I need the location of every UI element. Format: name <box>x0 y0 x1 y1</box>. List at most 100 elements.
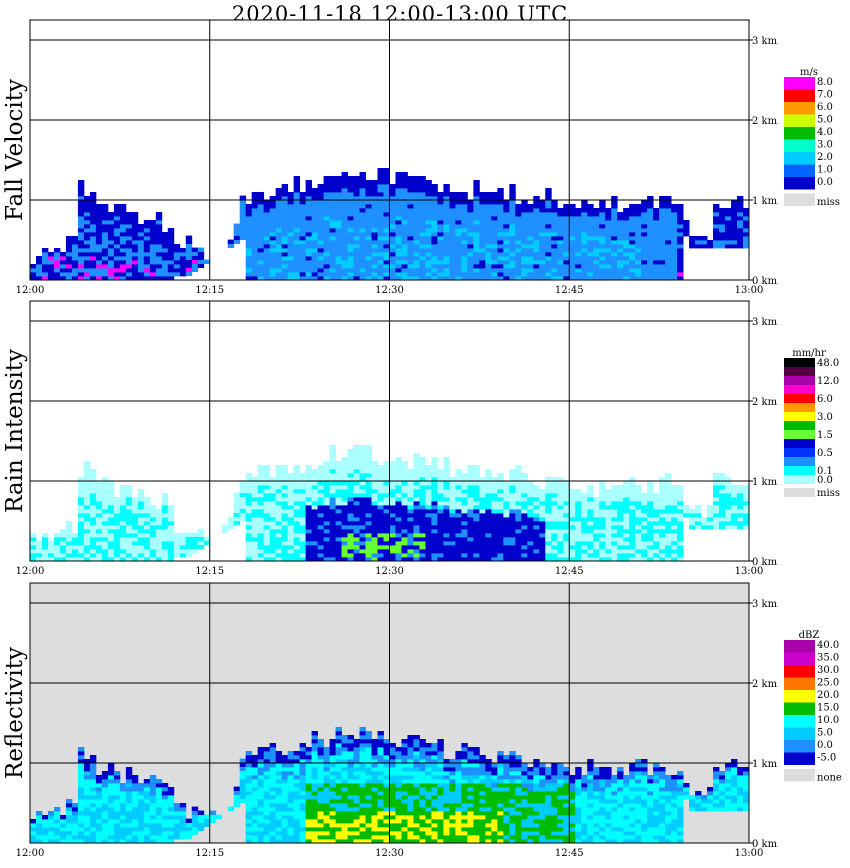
echo-cell <box>41 533 49 538</box>
echo-cell <box>455 549 462 554</box>
echo-cell <box>239 790 247 795</box>
echo-cell <box>593 529 600 534</box>
echo-cell <box>341 260 348 265</box>
echo-cell <box>275 791 283 796</box>
echo-cell <box>353 256 360 261</box>
echo-cell <box>551 248 558 253</box>
echo-cell <box>179 553 187 558</box>
echo-cell <box>239 195 247 200</box>
echo-cell <box>323 461 330 466</box>
echo-cell <box>233 520 241 525</box>
echo-cell <box>305 799 313 804</box>
echo-cell <box>257 759 265 764</box>
echo-cell <box>563 248 570 253</box>
echo-cell <box>509 276 516 281</box>
echo-cell <box>479 208 486 213</box>
echo-cell <box>191 822 199 827</box>
echo-cell <box>131 537 139 542</box>
echo-cell <box>641 220 648 225</box>
echo-cell <box>731 489 738 494</box>
echo-cell <box>653 525 660 530</box>
echo-cell <box>269 839 277 844</box>
echo-cell <box>389 196 396 201</box>
echo-cell <box>443 212 450 217</box>
echo-cell <box>467 473 474 478</box>
echo-cell <box>509 533 516 538</box>
echo-cell <box>77 751 85 756</box>
echo-cell <box>425 481 432 486</box>
echo-cell <box>497 272 504 277</box>
echo-cell <box>575 220 582 225</box>
echo-cell <box>287 505 295 510</box>
echo-cell <box>737 521 744 526</box>
echo-cell <box>119 264 127 269</box>
echo-cell <box>443 477 450 482</box>
echo-cell <box>299 557 307 562</box>
echo-cell <box>725 485 732 490</box>
echo-cell <box>89 783 97 788</box>
echo-cell <box>161 835 169 840</box>
echo-cell <box>467 557 474 562</box>
echo-cell <box>575 212 582 217</box>
echo-cell <box>341 557 348 562</box>
echo-cell <box>455 537 462 542</box>
echo-cell <box>665 485 672 490</box>
echo-cell <box>509 196 516 201</box>
echo-cell <box>641 272 648 277</box>
echo-cell <box>413 521 420 526</box>
echo-cell <box>449 553 456 558</box>
echo-cell <box>347 537 354 542</box>
echo-cell <box>131 779 139 784</box>
echo-cell <box>725 244 732 249</box>
echo-cell <box>269 823 277 828</box>
echo-cell <box>413 176 420 181</box>
echo-cell <box>269 268 277 273</box>
echo-cell <box>335 240 342 245</box>
echo-cell <box>491 268 498 273</box>
echo-cell <box>95 220 103 225</box>
echo-cell <box>293 557 301 562</box>
echo-cell <box>407 276 414 281</box>
echo-cell <box>371 493 378 498</box>
echo-cell <box>245 525 253 530</box>
echo-cell <box>113 208 121 213</box>
echo-cell <box>629 244 636 249</box>
echo-cell <box>509 513 516 518</box>
echo-cell <box>515 525 522 530</box>
echo-cell <box>47 276 55 281</box>
echo-cell <box>617 220 624 225</box>
echo-cell <box>359 244 366 249</box>
echo-cell <box>71 807 79 812</box>
echo-cell <box>353 477 360 482</box>
echo-cell <box>143 252 151 257</box>
echo-cell <box>395 465 402 470</box>
echo-cell <box>35 815 43 820</box>
echo-cell <box>293 188 301 193</box>
echo-cell <box>557 553 564 558</box>
echo-cell <box>341 264 348 269</box>
echo-cell <box>83 549 91 554</box>
echo-cell <box>563 232 570 237</box>
echo-cell <box>701 517 708 522</box>
echo-cell <box>599 521 606 526</box>
echo-cell <box>113 264 121 269</box>
echo-cell <box>401 204 408 209</box>
echo-cell <box>545 248 552 253</box>
echo-cell <box>401 549 408 554</box>
echo-cell <box>323 549 330 554</box>
x-tick-label: 12:00 <box>16 285 45 296</box>
echo-cell <box>299 767 307 772</box>
echo-cell <box>575 224 582 229</box>
echo-cell <box>371 521 378 526</box>
echo-cell <box>479 224 486 229</box>
echo-cell <box>437 264 444 269</box>
echo-cell <box>299 529 307 534</box>
echo-cell <box>425 240 432 245</box>
echo-cell <box>371 497 378 502</box>
echo-cell <box>539 236 546 241</box>
echo-cell <box>143 799 151 804</box>
echo-cell <box>533 533 540 538</box>
echo-cell <box>59 256 67 261</box>
echo-cell <box>251 525 259 530</box>
echo-cell <box>131 839 139 844</box>
